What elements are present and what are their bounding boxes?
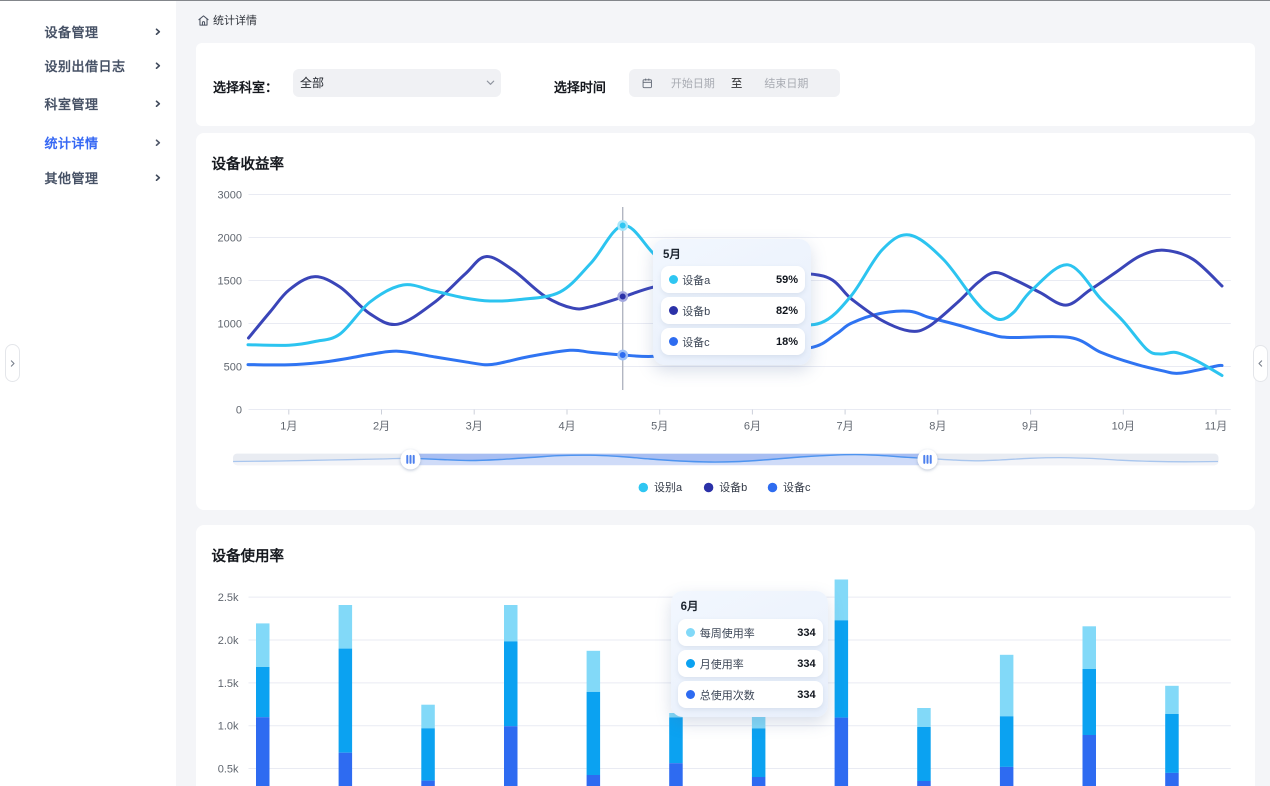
svg-text:设备b: 设备b bbox=[719, 480, 747, 494]
svg-text:2.5k: 2.5k bbox=[218, 592, 239, 604]
svg-text:0: 0 bbox=[236, 405, 242, 417]
svg-text:8月: 8月 bbox=[929, 421, 946, 433]
svg-text:1.0k: 1.0k bbox=[218, 721, 239, 733]
svg-text:0.5k: 0.5k bbox=[218, 764, 239, 776]
svg-text:10月: 10月 bbox=[1112, 421, 1135, 433]
svg-text:设备c: 设备c bbox=[783, 480, 811, 494]
svg-text:500: 500 bbox=[224, 362, 242, 374]
svg-text:1500: 1500 bbox=[218, 276, 242, 288]
svg-text:7月: 7月 bbox=[837, 421, 854, 433]
svg-text:3月: 3月 bbox=[466, 421, 483, 433]
svg-text:2000: 2000 bbox=[218, 233, 242, 245]
svg-text:1.5k: 1.5k bbox=[218, 678, 239, 690]
svg-text:设别a: 设别a bbox=[654, 481, 683, 494]
svg-text:1000: 1000 bbox=[218, 319, 242, 331]
svg-text:6月: 6月 bbox=[744, 421, 761, 433]
svg-text:2月: 2月 bbox=[373, 421, 390, 433]
svg-text:5月: 5月 bbox=[651, 421, 668, 433]
svg-text:4月: 4月 bbox=[558, 421, 575, 433]
svg-text:9月: 9月 bbox=[1022, 421, 1039, 433]
svg-text:11月: 11月 bbox=[1205, 421, 1227, 433]
svg-text:1月: 1月 bbox=[280, 421, 297, 433]
svg-text:2.0k: 2.0k bbox=[218, 635, 239, 647]
svg-text:3000: 3000 bbox=[218, 190, 242, 202]
